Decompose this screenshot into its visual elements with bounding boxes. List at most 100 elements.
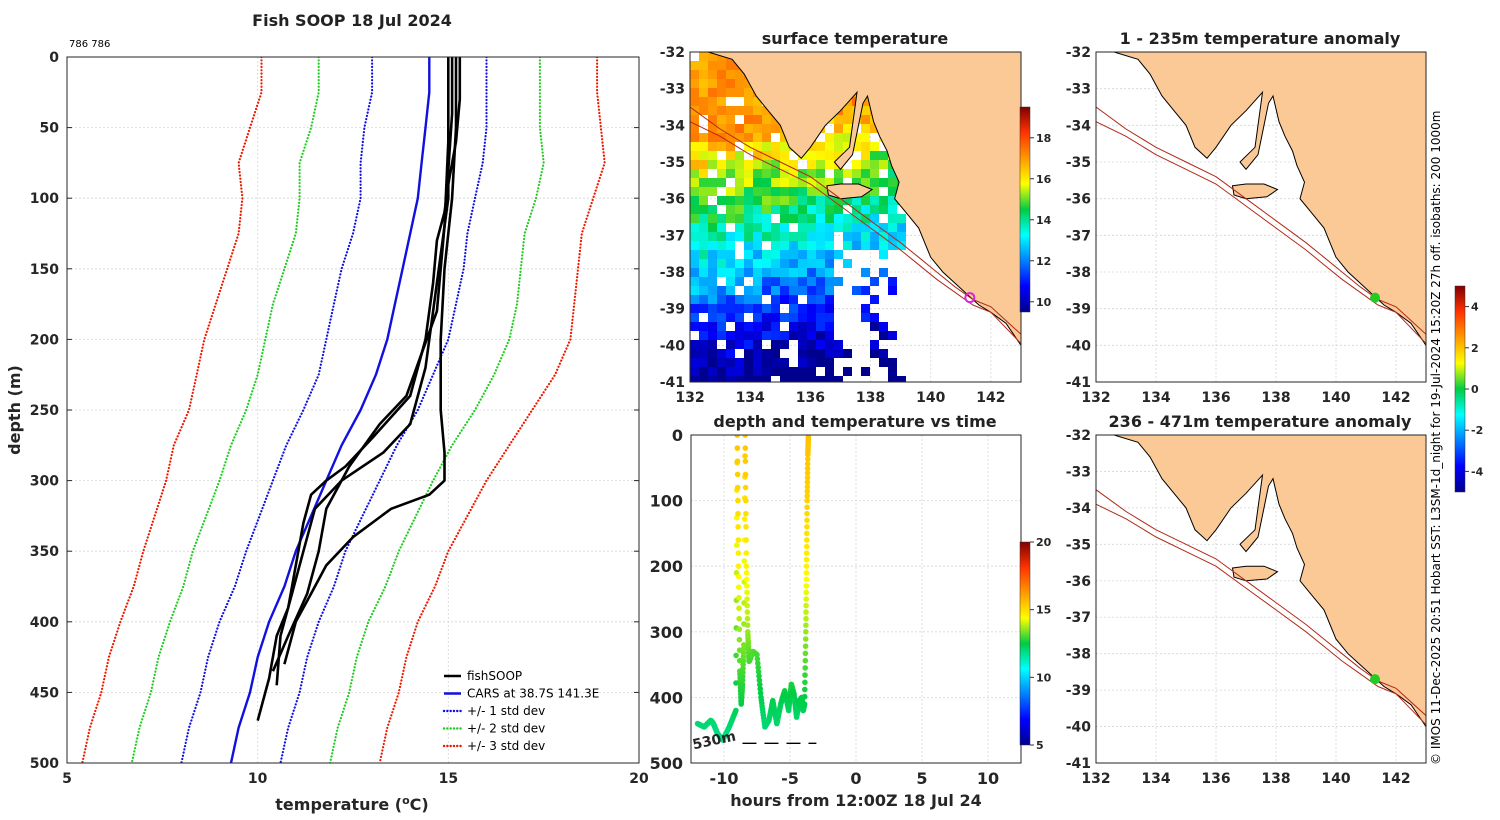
sst-pixel bbox=[753, 304, 762, 313]
depth-time-colorbar bbox=[1019, 541, 1031, 746]
sst-pixel bbox=[771, 349, 780, 358]
sst-pixel bbox=[870, 322, 879, 331]
sst-pixel bbox=[879, 160, 888, 169]
sst-pixel bbox=[789, 331, 798, 340]
depth-time-point bbox=[735, 510, 741, 517]
sst-pixel bbox=[717, 178, 726, 187]
sst-pixel bbox=[699, 205, 708, 214]
map-lat-tick-label: -33 bbox=[1066, 464, 1091, 480]
depth-time-point bbox=[734, 484, 741, 491]
sst-pixel bbox=[888, 376, 897, 382]
sst-pixel bbox=[762, 349, 771, 358]
sst-pixel bbox=[798, 331, 807, 340]
depth-time-point bbox=[736, 626, 743, 632]
sst-pixel bbox=[834, 250, 843, 259]
depth-time-point bbox=[804, 524, 810, 530]
sst-pixel bbox=[762, 367, 771, 376]
sst-pixel bbox=[807, 268, 816, 277]
depth-time-point bbox=[802, 643, 809, 649]
sst-pixel bbox=[762, 259, 771, 268]
sst-pixel bbox=[744, 232, 753, 241]
sst-pixel bbox=[861, 367, 870, 376]
sst-pixel bbox=[888, 286, 897, 295]
depth-time-point bbox=[735, 573, 742, 580]
sst-pixel bbox=[816, 340, 825, 349]
depth-time-point bbox=[804, 474, 811, 481]
sst-pixel bbox=[888, 205, 897, 214]
sst-pixel bbox=[870, 205, 879, 214]
anomaly-cb-tick-label: 4 bbox=[1471, 301, 1479, 314]
map-lat-tick-label: -39 bbox=[1066, 683, 1091, 699]
sst-pixel bbox=[717, 232, 726, 241]
sst-pixel bbox=[753, 160, 762, 169]
sst-pixel bbox=[708, 313, 717, 322]
sst-pixel bbox=[726, 187, 735, 196]
sst-pixel bbox=[771, 268, 780, 277]
sst-pixel bbox=[789, 178, 798, 187]
sst-pixel bbox=[825, 259, 834, 268]
sst-cb-tick-label: 18 bbox=[1036, 132, 1051, 145]
depth-time-point bbox=[734, 435, 740, 438]
sst-pixel bbox=[870, 151, 879, 160]
sst-pixel bbox=[789, 277, 798, 286]
sst-pixel bbox=[834, 340, 843, 349]
sst-pixel bbox=[771, 340, 780, 349]
sst-pixel bbox=[780, 268, 789, 277]
sst-pixel bbox=[816, 349, 825, 358]
sst-pixel bbox=[690, 277, 699, 286]
depth-time-xtick-label: 5 bbox=[916, 769, 927, 788]
sst-pixel bbox=[726, 160, 735, 169]
sst-pixel bbox=[780, 376, 789, 382]
sst-pixel bbox=[825, 340, 834, 349]
sst-pixel bbox=[771, 178, 780, 187]
sst-pixel bbox=[744, 88, 753, 97]
sst-pixel bbox=[870, 160, 879, 169]
map-lon-tick-label: 138 bbox=[1261, 390, 1290, 406]
profile-std3-lower-line bbox=[81, 57, 263, 763]
sst-pixel bbox=[870, 187, 879, 196]
sst-pixel bbox=[897, 241, 906, 250]
sst-pixel bbox=[699, 70, 708, 79]
sst-pixel bbox=[735, 214, 744, 223]
sst-pixel bbox=[897, 214, 906, 223]
depth-time-point bbox=[742, 453, 748, 459]
sst-pixel bbox=[807, 295, 816, 304]
sst-pixel bbox=[744, 196, 753, 205]
depth-time-point bbox=[742, 471, 749, 478]
sst-pixel bbox=[699, 376, 708, 382]
sst-pixel bbox=[771, 331, 780, 340]
sst-pixel bbox=[717, 286, 726, 295]
map-lat-tick-label: -37 bbox=[1066, 610, 1091, 626]
sst-pixel bbox=[807, 304, 816, 313]
sst-pixel bbox=[726, 304, 735, 313]
profile-fishsoop-cast-line bbox=[275, 57, 454, 686]
sst-pixel bbox=[789, 160, 798, 169]
sst-pixel bbox=[762, 277, 771, 286]
sst-pixel bbox=[888, 331, 897, 340]
sst-pixel bbox=[735, 313, 744, 322]
sst-pixel bbox=[699, 322, 708, 331]
sst-pixel bbox=[780, 313, 789, 322]
map-lon-tick-label: 138 bbox=[856, 390, 885, 406]
sst-pixel bbox=[807, 322, 816, 331]
anomaly-cb-tick-label: 0 bbox=[1471, 383, 1479, 396]
sst-pixel bbox=[762, 268, 771, 277]
legend-label: CARS at 38.7S 141.3E bbox=[467, 687, 599, 701]
sst-pixel bbox=[744, 187, 753, 196]
depth-time-point bbox=[804, 465, 811, 472]
sst-pixel bbox=[807, 196, 816, 205]
sst-pixel bbox=[735, 340, 744, 349]
depth-time-point bbox=[802, 679, 808, 686]
profile-axes-frame bbox=[66, 56, 640, 764]
sst-pixel bbox=[744, 223, 753, 232]
sst-pixel bbox=[816, 223, 825, 232]
sst-pixel bbox=[816, 169, 825, 178]
sst-pixel bbox=[861, 223, 870, 232]
depth-time-point bbox=[755, 660, 761, 667]
sst-pixel bbox=[762, 106, 771, 115]
sst-pixel bbox=[735, 88, 744, 97]
sst-pixel bbox=[825, 205, 834, 214]
sst-pixel bbox=[735, 232, 744, 241]
sst-pixel bbox=[708, 331, 717, 340]
